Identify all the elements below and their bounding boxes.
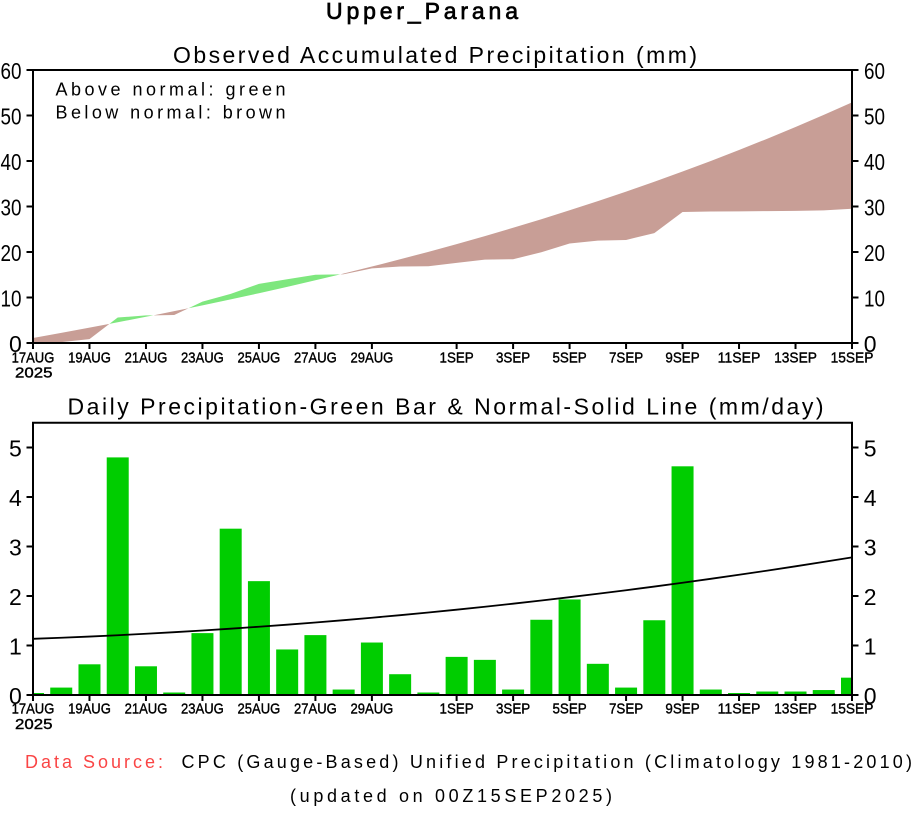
svg-text:29AUG: 29AUG xyxy=(351,350,394,367)
svg-text:23AUG: 23AUG xyxy=(181,701,224,718)
svg-text:40: 40 xyxy=(1,149,22,175)
svg-text:1: 1 xyxy=(864,633,877,659)
svg-text:17AUG: 17AUG xyxy=(12,350,55,367)
svg-text:5SEP: 5SEP xyxy=(552,701,586,718)
svg-text:Below normal: brown: Below normal: brown xyxy=(56,102,286,122)
svg-text:9SEP: 9SEP xyxy=(665,701,699,718)
svg-text:20: 20 xyxy=(1,240,22,266)
svg-text:2025: 2025 xyxy=(15,716,53,733)
svg-text:3: 3 xyxy=(864,534,877,560)
svg-text:7SEP: 7SEP xyxy=(609,701,643,718)
svg-text:0: 0 xyxy=(9,331,22,357)
svg-text:5: 5 xyxy=(9,435,22,461)
svg-text:21AUG: 21AUG xyxy=(125,350,168,367)
svg-text:5: 5 xyxy=(864,435,877,461)
svg-text:27AUG: 27AUG xyxy=(294,701,337,718)
svg-text:4: 4 xyxy=(864,485,877,511)
svg-text:2: 2 xyxy=(9,584,22,610)
svg-text:1: 1 xyxy=(9,633,22,659)
svg-text:15SEP: 15SEP xyxy=(831,701,874,718)
svg-text:1SEP: 1SEP xyxy=(440,350,474,367)
svg-text:2025: 2025 xyxy=(15,365,53,382)
svg-text:2: 2 xyxy=(864,584,877,610)
svg-text:15SEP: 15SEP xyxy=(831,350,874,367)
svg-text:19AUG: 19AUG xyxy=(68,701,111,718)
svg-text:4: 4 xyxy=(9,485,22,511)
svg-text:25AUG: 25AUG xyxy=(238,701,281,718)
svg-text:Above normal: green: Above normal: green xyxy=(56,79,286,99)
svg-text:11SEP: 11SEP xyxy=(718,701,761,718)
svg-text:30: 30 xyxy=(864,194,885,220)
svg-text:(updated on 00Z15SEP2025): (updated on 00Z15SEP2025) xyxy=(290,786,612,806)
svg-text:0: 0 xyxy=(9,683,22,709)
svg-text:Observed Accumulated Precipita: Observed Accumulated Precipitation (mm) xyxy=(173,42,697,68)
svg-text:27AUG: 27AUG xyxy=(294,350,337,367)
svg-text:13SEP: 13SEP xyxy=(774,350,817,367)
svg-text:9SEP: 9SEP xyxy=(665,350,699,367)
svg-text:50: 50 xyxy=(864,103,885,129)
svg-text:10: 10 xyxy=(864,285,885,311)
svg-text:3SEP: 3SEP xyxy=(496,701,530,718)
svg-text:19AUG: 19AUG xyxy=(68,350,111,367)
svg-text:0: 0 xyxy=(864,683,877,709)
svg-text:29AUG: 29AUG xyxy=(351,701,394,718)
svg-text:7SEP: 7SEP xyxy=(609,350,643,367)
svg-text:13SEP: 13SEP xyxy=(774,701,817,718)
svg-text:10: 10 xyxy=(1,285,22,311)
svg-text:0: 0 xyxy=(864,331,877,357)
svg-text:25AUG: 25AUG xyxy=(238,350,281,367)
svg-text:40: 40 xyxy=(864,149,885,175)
svg-text:1SEP: 1SEP xyxy=(440,701,474,718)
svg-text:21AUG: 21AUG xyxy=(125,701,168,718)
svg-text:17AUG: 17AUG xyxy=(12,701,55,718)
svg-text:60: 60 xyxy=(864,58,885,84)
svg-text:11SEP: 11SEP xyxy=(718,350,761,367)
svg-text:60: 60 xyxy=(1,58,22,84)
svg-text:5SEP: 5SEP xyxy=(552,350,586,367)
svg-text:30: 30 xyxy=(1,194,22,220)
svg-text:3SEP: 3SEP xyxy=(496,350,530,367)
svg-text:50: 50 xyxy=(1,103,22,129)
svg-text:3: 3 xyxy=(9,534,22,560)
svg-text:20: 20 xyxy=(864,240,885,266)
svg-text:23AUG: 23AUG xyxy=(181,350,224,367)
